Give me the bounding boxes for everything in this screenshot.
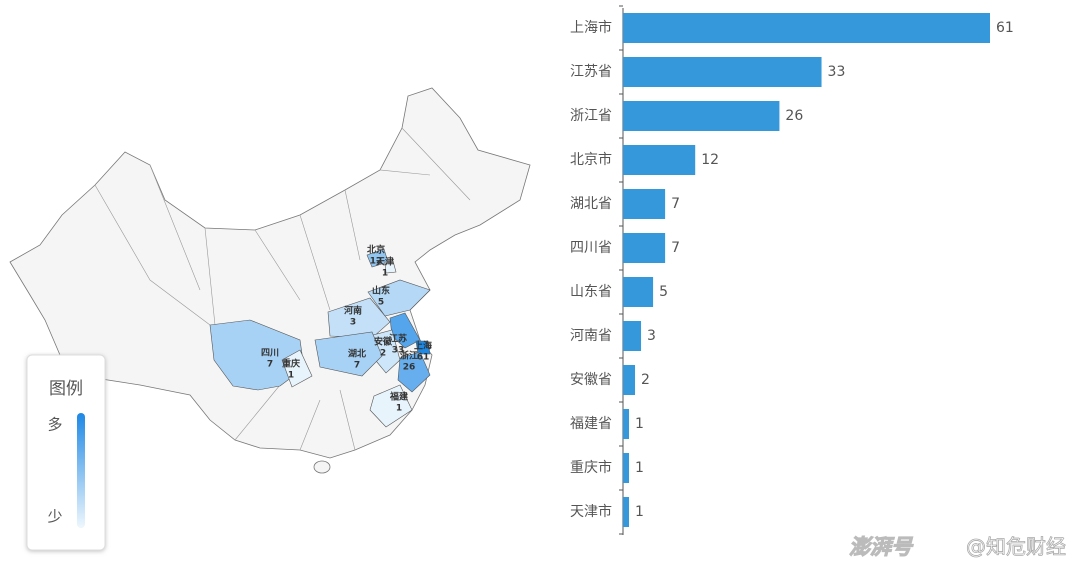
- legend: [26, 354, 106, 551]
- province-name: 上海: [414, 340, 432, 352]
- category-label: 北京市: [570, 151, 612, 168]
- legend-title: 图例: [49, 379, 83, 399]
- value-label: 1: [635, 460, 644, 476]
- category-label: 河南省: [570, 328, 612, 344]
- category-label: 浙江省: [570, 108, 612, 124]
- province-name: 湖北: [348, 348, 366, 360]
- province-value: 1: [382, 269, 388, 279]
- category-label: 四川省: [570, 240, 612, 256]
- province-value: 26: [403, 363, 416, 373]
- province-value: 2: [380, 349, 386, 359]
- province: [327, 297, 391, 339]
- province-name: 天津: [376, 256, 394, 268]
- legend-high: 多: [47, 416, 62, 434]
- province: [209, 319, 305, 391]
- bar: [623, 453, 630, 483]
- bar: [623, 145, 696, 175]
- category-label: 安徽省: [570, 372, 612, 388]
- province-name: 北京: [367, 244, 385, 256]
- province: [397, 351, 431, 393]
- province-name: 江苏: [389, 333, 407, 345]
- category-label: 上海市: [570, 19, 612, 36]
- province-name: 重庆: [282, 358, 300, 370]
- category-label: 重庆市: [570, 459, 612, 476]
- category-label: 天津市: [570, 503, 612, 520]
- province-name: 四川: [261, 348, 279, 359]
- bar: [623, 365, 636, 395]
- province: [314, 331, 383, 377]
- bar: [623, 497, 630, 527]
- province: [367, 279, 431, 317]
- value-label: 26: [785, 108, 803, 124]
- category-label: 山东省: [570, 284, 612, 300]
- province-value: 33: [392, 346, 405, 356]
- province: [281, 349, 313, 388]
- value-label: 7: [671, 240, 680, 256]
- bar: [623, 409, 630, 439]
- bar: [623, 57, 822, 87]
- province-name: 安徽: [374, 336, 393, 348]
- province-value: 1: [288, 371, 294, 381]
- legend-box: [26, 354, 106, 551]
- value-label: 33: [828, 64, 846, 80]
- bar: [623, 233, 666, 263]
- watermark-author: @知危财经: [966, 535, 1066, 559]
- value-label: 1: [635, 416, 644, 432]
- province-value: 61: [417, 353, 430, 363]
- value-label: 7: [671, 196, 680, 212]
- map: [9, 87, 531, 474]
- value-label: 3: [647, 328, 656, 344]
- island: [313, 460, 331, 474]
- category-label: 江苏省: [570, 64, 612, 80]
- province-value: 7: [354, 361, 360, 371]
- value-label: 61: [996, 20, 1014, 36]
- value-label: 2: [641, 372, 650, 388]
- bar: [623, 321, 642, 351]
- bar: [623, 277, 654, 307]
- value-label: 12: [701, 152, 719, 168]
- province-name: 浙江: [400, 350, 418, 362]
- category-label: 福建省: [570, 416, 612, 432]
- province-name: 河南: [344, 305, 362, 317]
- value-label: 5: [659, 284, 668, 300]
- province-value: 7: [267, 360, 273, 370]
- legend-low: 少: [47, 508, 62, 526]
- province-value: 3: [350, 318, 356, 328]
- province-value: 1: [396, 404, 402, 414]
- watermark-brand: 澎湃号: [849, 535, 914, 559]
- province: [369, 384, 413, 428]
- bar: [623, 189, 666, 219]
- province-value: 12: [370, 257, 383, 267]
- bar: [623, 13, 990, 43]
- province-name: 福建: [389, 391, 409, 403]
- province: [384, 260, 397, 274]
- legend-gradient: [77, 413, 85, 528]
- value-label: 1: [635, 504, 644, 520]
- province-name: 山东: [372, 285, 390, 297]
- province-border: [94, 127, 471, 451]
- bar: [623, 101, 780, 131]
- category-label: 湖北省: [570, 196, 612, 212]
- province-value: 5: [378, 298, 384, 308]
- province: [415, 340, 431, 355]
